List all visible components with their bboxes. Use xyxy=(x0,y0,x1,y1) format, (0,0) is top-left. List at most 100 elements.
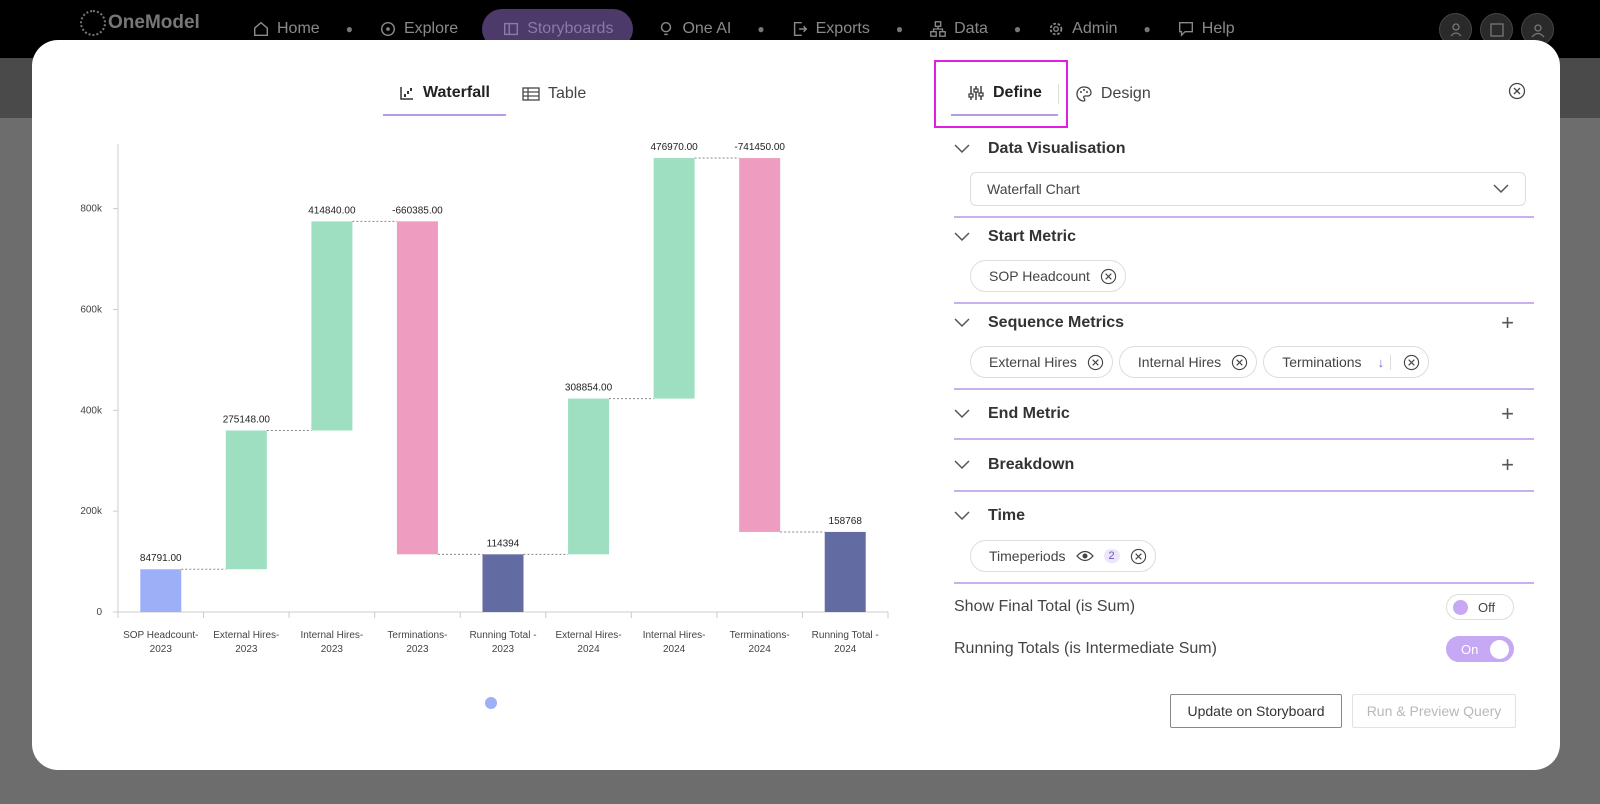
metric-chip-internal-hires[interactable]: Internal Hires xyxy=(1118,346,1258,378)
bar-value-label: 414840.00 xyxy=(308,205,356,216)
waterfall-bar xyxy=(653,158,695,399)
toggle-knob xyxy=(1453,599,1468,615)
section-data-visualisation: Data Visualisation Waterfall Chart xyxy=(954,130,1534,218)
tab-waterfall[interactable]: Waterfall xyxy=(383,72,506,116)
export-icon xyxy=(793,21,807,37)
chart-editor-modal xyxy=(32,40,1560,770)
section-header[interactable]: End Metric + xyxy=(954,390,1534,438)
section-time: Time Timeperiods 2 xyxy=(954,496,1534,584)
section-header[interactable]: Data Visualisation xyxy=(954,130,1534,168)
tab-design-label: Design xyxy=(1100,85,1151,102)
dashboard-icon xyxy=(1489,22,1504,37)
metric-chip-external-hires[interactable]: External Hires xyxy=(970,346,1113,378)
waterfall-bar xyxy=(225,430,267,570)
y-tick-label: 600k xyxy=(80,304,103,315)
y-tick-label: 400k xyxy=(80,405,103,416)
add-sequence-metric-icon[interactable]: + xyxy=(1501,310,1514,335)
tab-design[interactable]: Design xyxy=(1059,72,1167,116)
tab-table[interactable]: Table xyxy=(506,72,602,116)
nav-admin-label: Admin xyxy=(1072,20,1118,37)
section-title: Breakdown xyxy=(988,456,1075,473)
y-tick-label: 0 xyxy=(96,607,102,618)
close-modal-icon[interactable] xyxy=(1508,82,1526,100)
remove-icon[interactable] xyxy=(1403,354,1420,371)
nav-home[interactable]: Home xyxy=(238,9,334,49)
sliders-icon xyxy=(968,86,984,100)
x-tick-label: External Hires- xyxy=(555,630,621,641)
nav-admin[interactable]: Admin xyxy=(1033,9,1131,49)
waterfall-bar xyxy=(568,398,610,555)
add-end-metric-icon[interactable]: + xyxy=(1501,401,1514,426)
section-breakdown: Breakdown + xyxy=(954,440,1534,492)
section-body: SOP Headcount xyxy=(954,256,1534,302)
x-tick-label: 2023 xyxy=(321,644,344,655)
chip-label: Internal Hires xyxy=(1137,354,1222,370)
section-header[interactable]: Time xyxy=(954,496,1534,536)
user-icon xyxy=(1531,23,1544,37)
section-header[interactable]: Start Metric xyxy=(954,218,1534,256)
tab-define[interactable]: Define xyxy=(951,72,1058,116)
metric-chip-terminations[interactable]: Terminations ↓ xyxy=(1263,346,1430,378)
section-header[interactable]: Sequence Metrics + xyxy=(954,304,1534,342)
y-tick-label: 200k xyxy=(80,506,103,517)
section-body: Timeperiods 2 xyxy=(954,536,1534,582)
metric-chip-sop-headcount[interactable]: SOP Headcount xyxy=(970,260,1126,292)
waterfall-chart: 0 200k 400k 600k 800k 84791.00 SOP Headcount- 2… xyxy=(80,142,889,655)
arrow-down-icon[interactable]: ↓ xyxy=(1372,354,1392,370)
x-tick-label: Running Total - xyxy=(469,630,536,641)
chevron-down-icon xyxy=(954,144,988,154)
add-breakdown-icon[interactable]: + xyxy=(1501,452,1514,477)
nav-separator: ● xyxy=(1143,22,1151,36)
run-preview-query-button[interactable]: Run & Preview Query xyxy=(1352,694,1516,728)
eye-icon[interactable] xyxy=(1075,549,1094,563)
view-tabs: Waterfall Table xyxy=(383,72,602,116)
nav-separator: ● xyxy=(1013,22,1022,36)
section-title: Time xyxy=(988,507,1026,524)
running-totals-toggle[interactable]: On xyxy=(1446,636,1514,662)
nav-separator: ● xyxy=(345,22,353,36)
toggle-state: On xyxy=(1461,641,1479,657)
tab-table-label: Table xyxy=(547,85,587,102)
nav-storyboards-label: Storyboards xyxy=(527,20,614,37)
nav-data[interactable]: Data xyxy=(915,9,1002,49)
x-tick-label: 2024 xyxy=(749,644,772,655)
org-chart-icon xyxy=(1450,22,1461,36)
nav-explore[interactable]: Explore xyxy=(365,9,472,49)
show-final-total-toggle[interactable]: Off xyxy=(1446,594,1514,620)
visualisation-select[interactable]: Waterfall Chart xyxy=(970,172,1526,206)
waterfall-bar xyxy=(311,221,353,431)
remove-icon[interactable] xyxy=(1087,354,1104,371)
time-chip-timeperiods[interactable]: Timeperiods 2 xyxy=(970,540,1156,572)
data-icon xyxy=(930,21,946,37)
x-tick-label: 2023 xyxy=(492,644,515,655)
waterfall-bar xyxy=(396,221,438,555)
running-totals-label: Running Totals (is Intermediate Sum) xyxy=(954,640,1217,657)
show-final-total-row: Show Final Total (is Sum) Off xyxy=(954,586,1534,628)
waterfall-bar xyxy=(739,158,781,532)
chip-label: Terminations xyxy=(1282,354,1362,370)
y-tick-label: 800k xyxy=(80,204,103,215)
nav-help[interactable]: Help xyxy=(1163,9,1249,49)
section-header[interactable]: Breakdown + xyxy=(954,440,1534,490)
section-title: End Metric xyxy=(988,405,1070,422)
remove-icon[interactable] xyxy=(1130,548,1147,565)
section-title: Start Metric xyxy=(988,228,1077,245)
section-body: External Hires Internal Hires Terminatio… xyxy=(954,342,1534,388)
x-tick-label: Terminations- xyxy=(730,630,790,641)
nav-exports[interactable]: Exports xyxy=(777,9,884,49)
tab-divider xyxy=(1057,84,1059,104)
x-tick-label: 2024 xyxy=(577,644,600,655)
bar-value-label: -660385.00 xyxy=(392,205,443,216)
nav-exports-label: Exports xyxy=(815,20,870,37)
show-final-total-label: Show Final Total (is Sum) xyxy=(954,598,1136,615)
toggle-knob xyxy=(1490,639,1509,659)
x-tick-label: 2023 xyxy=(406,644,429,655)
remove-icon[interactable] xyxy=(1100,268,1117,285)
update-on-storyboard-button[interactable]: Update on Storyboard xyxy=(1170,694,1342,728)
nav-one-ai[interactable]: One AI xyxy=(643,9,745,49)
chip-label: External Hires xyxy=(989,354,1077,370)
onemodel-logo[interactable]: OneModel xyxy=(80,10,200,36)
page-indicator-dot[interactable] xyxy=(485,697,497,709)
remove-icon[interactable] xyxy=(1231,354,1248,371)
user-profile-button[interactable] xyxy=(1521,13,1554,46)
